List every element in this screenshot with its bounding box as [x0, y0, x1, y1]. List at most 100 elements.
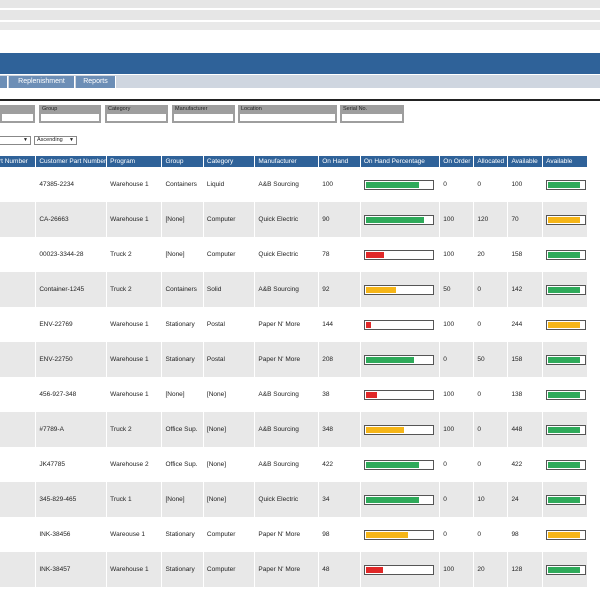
- manufacturer-cell: Quick Electric: [254, 482, 320, 517]
- progress-fill: [548, 496, 581, 503]
- available-percentage-bar: [546, 249, 587, 260]
- on-hand-percentage-bar: [363, 564, 434, 575]
- app-header: [0, 53, 600, 74]
- part-number-cell: 0: [0, 167, 37, 202]
- available-cell: 98: [507, 517, 544, 552]
- on-hand-percentage-cell: [360, 272, 441, 307]
- program-cell: Warehouse 2: [106, 447, 163, 482]
- group-cell: Containers: [161, 272, 204, 307]
- on-hand-cell: 38: [318, 377, 361, 412]
- customer-part-number-cell: CA-26663: [35, 202, 108, 237]
- available-cell: 448: [507, 412, 544, 447]
- filter-group-input[interactable]: [41, 114, 99, 121]
- progress-fill: [548, 426, 581, 433]
- available-cell: 138: [507, 377, 544, 412]
- category-cell: Liquid: [203, 167, 256, 202]
- column-header[interactable]: Category: [203, 156, 256, 167]
- on-hand-cell: 100: [318, 167, 361, 202]
- filter-manufacturer-input[interactable]: [174, 114, 233, 121]
- column-header[interactable]: Allocated: [473, 156, 509, 167]
- part-number-cell: 00: [0, 517, 37, 552]
- available-cell: 70: [507, 202, 544, 237]
- column-header[interactable]: Available: [507, 156, 544, 167]
- allocated-cell: 0: [473, 377, 509, 412]
- available-percentage-bar: [546, 564, 587, 575]
- on-order-cell: 50: [439, 272, 475, 307]
- column-header[interactable]: Part Number: [0, 156, 37, 167]
- category-cell: [None]: [203, 412, 256, 447]
- available-percentage-bar: [546, 319, 587, 330]
- program-cell: Warehouse 1: [106, 377, 163, 412]
- filter-category-input[interactable]: [107, 114, 166, 121]
- column-header[interactable]: On Hand Percentage: [360, 156, 441, 167]
- available-percentage-cell: [542, 237, 588, 272]
- available-percentage-cell: [542, 167, 588, 202]
- manufacturer-cell: A&B Sourcing: [254, 447, 320, 482]
- on-hand-cell: 422: [318, 447, 361, 482]
- category-cell: Solid: [203, 272, 256, 307]
- nav-tab-truncated[interactable]: [0, 76, 8, 88]
- on-hand-percentage-cell: [360, 202, 441, 237]
- allocated-cell: 0: [473, 447, 509, 482]
- group-cell: Stationary: [161, 517, 204, 552]
- on-order-cell: 100: [439, 307, 475, 342]
- filter-serial-no-input[interactable]: [342, 114, 402, 121]
- sort-order-select[interactable]: Ascending ▼: [34, 136, 77, 145]
- available-percentage-cell: [542, 377, 588, 412]
- manufacturer-cell: Paper N' More: [254, 307, 320, 342]
- on-order-cell: 100: [439, 237, 475, 272]
- column-header[interactable]: Available: [542, 156, 588, 167]
- manufacturer-cell: Quick Electric: [254, 202, 320, 237]
- allocated-cell: 120: [473, 202, 509, 237]
- progress-fill: [365, 181, 419, 188]
- available-cell: 24: [507, 482, 544, 517]
- filter-part-number-input[interactable]: [2, 114, 33, 121]
- allocated-cell: 0: [473, 517, 509, 552]
- column-header[interactable]: Manufacturer: [254, 156, 320, 167]
- column-header[interactable]: Group: [161, 156, 204, 167]
- available-percentage-cell: [542, 412, 588, 447]
- on-hand-percentage-bar: [363, 459, 434, 470]
- column-header[interactable]: On Hand: [318, 156, 361, 167]
- column-header[interactable]: On Order: [439, 156, 475, 167]
- manufacturer-cell: A&B Sourcing: [254, 377, 320, 412]
- customer-part-number-cell: INK-38456: [35, 517, 108, 552]
- column-header[interactable]: Customer Part Number: [35, 156, 108, 167]
- manufacturer-cell: Paper N' More: [254, 517, 320, 552]
- column-header[interactable]: Program: [106, 156, 163, 167]
- progress-fill: [365, 531, 408, 538]
- nav-tab-replenishment[interactable]: Replenishment: [9, 76, 75, 88]
- group-cell: [None]: [161, 482, 204, 517]
- available-cell: 142: [507, 272, 544, 307]
- filter-manufacturer: Manufacturer: [172, 105, 235, 123]
- customer-part-number-cell: 345-829-465: [35, 482, 108, 517]
- customer-part-number-cell: JK47785: [35, 447, 108, 482]
- sort-field-select[interactable]: ▼: [0, 136, 31, 145]
- category-cell: Computer: [203, 202, 256, 237]
- part-number-cell: 7: [0, 237, 37, 272]
- on-hand-percentage-cell: [360, 237, 441, 272]
- available-percentage-cell: [542, 552, 588, 587]
- divider: [0, 99, 600, 101]
- filter-label: Group: [42, 106, 58, 112]
- category-cell: Postal: [203, 307, 256, 342]
- on-hand-cell: 92: [318, 272, 361, 307]
- program-cell: Warehouse 1: [106, 307, 163, 342]
- on-order-cell: 100: [439, 202, 475, 237]
- filter-location-input[interactable]: [240, 114, 335, 121]
- nav-tab-reports[interactable]: Reports: [76, 76, 116, 88]
- available-cell: 158: [507, 237, 544, 272]
- on-hand-cell: 34: [318, 482, 361, 517]
